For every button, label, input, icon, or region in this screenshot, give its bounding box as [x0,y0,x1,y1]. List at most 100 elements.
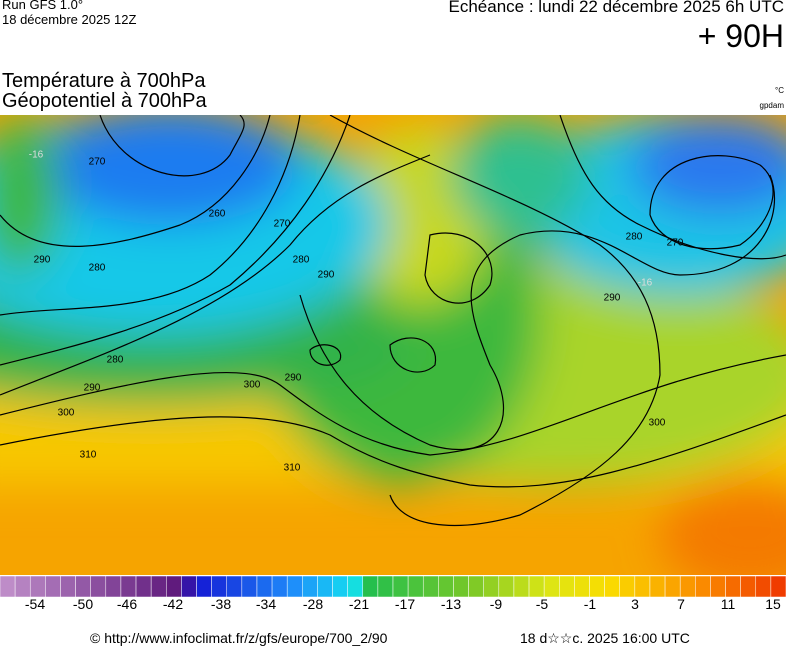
color-swatch [196,575,212,598]
legend-label: -13 [441,596,461,612]
contour-label: 270 [274,219,291,230]
contour-label: 290 [285,373,302,384]
color-swatch [407,575,424,598]
echeance: Echéance : lundi 22 décembre 2025 6h UTC [448,0,784,16]
legend-label: -17 [395,596,415,612]
color-swatch [90,575,107,598]
legend-label: -9 [490,596,503,612]
contour-label: -16 [638,278,653,289]
legend-label: 7 [677,596,685,612]
color-swatch [241,575,258,598]
contour-label: 280 [89,263,106,274]
legend-label: -5 [536,596,549,612]
color-swatch [377,575,394,598]
color-swatch [211,575,227,598]
color-swatch [634,575,651,598]
footer-url: © http://www.infoclimat.fr/z/gfs/europe/… [90,630,388,646]
unit-temperature: °C [775,86,784,95]
color-swatch [135,575,152,598]
contour-label: 280 [293,255,310,266]
color-swatch [498,575,515,598]
color-swatch [604,575,620,598]
legend-label: -28 [303,596,323,612]
contour-label: -16 [29,150,44,161]
color-swatch [0,575,16,598]
contour-label: 270 [667,238,684,249]
legend-label: 3 [631,596,639,612]
color-swatch [120,575,137,598]
color-swatch [29,575,46,598]
legend-label: -42 [163,596,183,612]
legend-label: -54 [25,596,45,612]
lead-time: + 90H [697,18,784,54]
contour-label: 310 [80,450,97,461]
legend: -54 -50 -46 -42 -38 -34 -28 -21 -17 -13 -9 -5 -1 3 7 11… [0,575,786,612]
color-swatch [725,575,741,598]
contour-label: 280 [626,232,643,243]
color-swatch [695,575,711,598]
color-swatch [574,575,590,598]
contour-label: 300 [244,380,261,391]
legend-label: -34 [256,596,276,612]
color-swatch [679,575,696,598]
title-geopotential: Géopotentiel à 700hPa [2,90,207,112]
color-swatch [105,575,122,598]
contour-label: 290 [34,255,51,266]
contour-label: 280 [107,355,124,366]
color-swatch [166,575,182,598]
color-swatch [438,575,454,598]
contour-label: 290 [318,270,335,281]
unit-geopotential: gpdam [759,101,784,110]
color-swatch [755,575,772,598]
color-swatch [543,575,560,598]
color-swatch [710,575,726,598]
legend-label: -21 [349,596,369,612]
legend-label: -50 [73,596,93,612]
color-swatch [226,575,243,598]
color-swatch [45,575,61,598]
color-swatch [392,575,409,598]
contour-label: 260 [209,209,226,220]
color-swatch [14,575,31,598]
color-swatch [150,575,167,598]
color-swatch [317,575,333,598]
color-swatch [664,575,681,598]
color-swatch [468,575,484,598]
color-swatch [740,575,757,598]
color-swatch [422,575,439,598]
color-swatch [589,575,605,598]
color-swatch [453,575,469,598]
color-swatch [181,575,197,598]
color-swatch [271,575,288,598]
color-swatch [286,575,303,598]
legend-label: -1 [584,596,597,612]
color-swatch [302,575,318,598]
contour-label: 300 [649,418,666,429]
color-swatch [649,575,666,598]
color-swatch [528,575,545,598]
color-swatch [619,575,636,598]
color-swatch [347,575,364,598]
legend-label: 15 [765,596,781,612]
color-swatch [770,575,786,598]
title-temperature: Température à 700hPa [2,70,206,92]
color-swatch [332,575,348,598]
color-swatch [256,575,273,598]
contour-label: 290 [604,293,621,304]
color-swatch [362,575,379,598]
map: -16 270 260 270 290 280 280 290 280 290 300 300 290 3… [0,115,786,575]
contour-label: 290 [84,383,101,394]
run-date: 18 décembre 2025 12Z [2,12,137,27]
contour-label: 300 [58,408,75,419]
legend-label: -46 [117,596,137,612]
color-swatch [60,575,76,598]
legend-label: 11 [721,596,736,612]
footer-date: 18 d☆☆c. 2025 16:00 UTC [520,630,690,646]
color-swatch [559,575,575,598]
color-swatch [513,575,530,598]
contour-label: 270 [89,157,106,168]
legend-label: -38 [211,596,231,612]
color-swatch [483,575,500,598]
contour-label: 310 [284,463,301,474]
